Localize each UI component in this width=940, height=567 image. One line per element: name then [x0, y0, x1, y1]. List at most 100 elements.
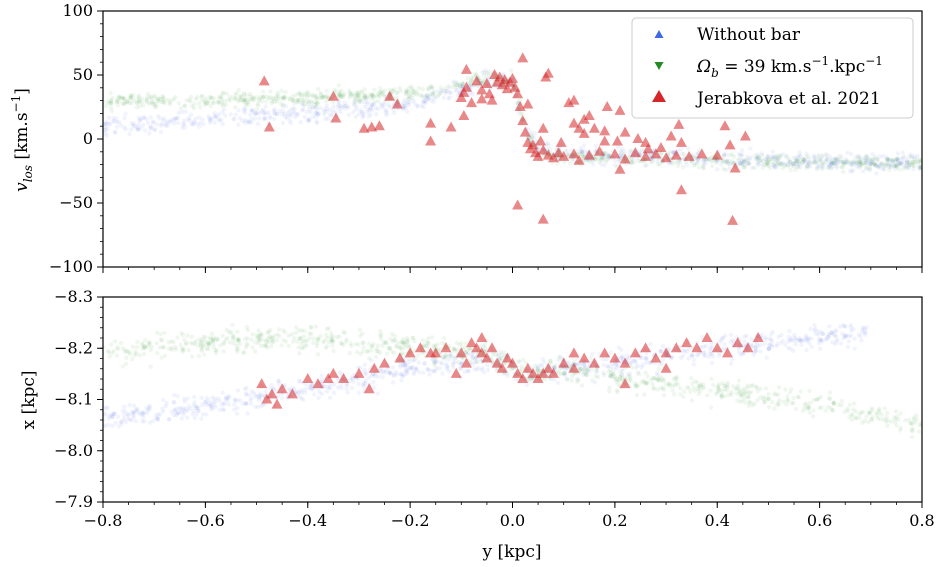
sim-point-without-bar — [380, 105, 385, 110]
sim-point-bar — [277, 334, 282, 339]
sim-point-bar — [281, 94, 286, 100]
sim-point-bar — [202, 338, 207, 344]
sim-point-without-bar — [798, 153, 803, 159]
sim-point-without-bar — [247, 120, 252, 125]
sim-point-bar — [685, 385, 690, 390]
sim-point-without-bar — [819, 337, 824, 343]
sim-point-bar — [501, 350, 506, 355]
sim-point-bar — [743, 400, 748, 405]
obs-point — [611, 135, 623, 146]
sim-point-bar — [628, 160, 634, 165]
sim-point-bar — [793, 159, 799, 164]
sim-point-without-bar — [686, 347, 692, 352]
sim-point-bar — [875, 416, 880, 421]
sim-point-bar — [876, 406, 882, 411]
sim-point-without-bar — [113, 420, 119, 425]
sim-point-bar — [801, 157, 806, 163]
sim-point-bar — [296, 99, 301, 104]
sim-point-bar — [708, 405, 714, 410]
sim-point-bar — [378, 333, 383, 338]
sim-point-without-bar — [720, 335, 726, 341]
sim-point-without-bar — [144, 117, 149, 122]
sim-point-bar — [746, 403, 752, 408]
sim-point-bar — [862, 161, 867, 166]
sim-point-without-bar — [314, 119, 319, 124]
sim-point-without-bar — [834, 156, 840, 161]
obs-point — [458, 109, 470, 120]
sim-point-without-bar — [409, 366, 414, 371]
sim-point-bar — [337, 91, 342, 96]
sim-point-bar — [860, 420, 865, 425]
obs-point — [312, 378, 324, 389]
sim-point-bar — [697, 385, 702, 390]
sim-point-bar — [117, 95, 122, 101]
sim-point-bar — [123, 361, 129, 366]
sim-point-bar — [264, 338, 270, 343]
sim-point-without-bar — [164, 120, 169, 125]
sim-point-bar — [745, 383, 751, 388]
sim-point-without-bar — [813, 159, 818, 165]
sim-point-without-bar — [447, 90, 453, 95]
sim-point-without-bar — [223, 395, 229, 400]
sim-point-bar — [444, 88, 449, 94]
sim-point-without-bar — [700, 334, 705, 340]
obs-point — [455, 347, 467, 358]
sim-point-without-bar — [213, 114, 218, 120]
sim-point-without-bar — [835, 337, 840, 343]
sim-point-without-bar — [681, 348, 686, 353]
sim-point-bar — [873, 154, 878, 159]
sim-point-without-bar — [862, 157, 867, 162]
sim-point-without-bar — [398, 372, 403, 377]
sim-point-without-bar — [432, 360, 438, 365]
sim-point-bar — [304, 94, 310, 100]
sim-point-without-bar — [104, 120, 109, 125]
sim-point-without-bar — [363, 371, 368, 376]
sim-point-bar — [745, 157, 750, 162]
sim-point-without-bar — [344, 386, 349, 391]
sim-point-bar — [879, 412, 884, 417]
obs-point — [629, 147, 641, 158]
sim-point-bar — [873, 410, 879, 416]
sim-point-bar — [399, 339, 405, 345]
sim-point-bar — [116, 346, 121, 352]
sim-point-without-bar — [409, 365, 414, 371]
sim-point-without-bar — [864, 166, 869, 171]
sim-point-bar — [809, 160, 814, 165]
sim-point-bar — [370, 92, 375, 98]
sim-point-without-bar — [845, 344, 851, 349]
sim-point-without-bar — [285, 110, 291, 115]
obs-point — [660, 152, 672, 163]
sim-point-without-bar — [235, 405, 240, 411]
sim-point-bar — [244, 93, 249, 98]
sim-point-without-bar — [616, 345, 621, 350]
sim-point-without-bar — [827, 324, 832, 329]
sim-point-without-bar — [253, 110, 258, 115]
legend-label-omega: Ωb = 39 km.s−1.kpc−1 — [696, 54, 883, 80]
sim-point-bar — [750, 383, 755, 388]
sim-point-without-bar — [753, 345, 758, 350]
sim-point-without-bar — [186, 404, 192, 409]
obs-point — [568, 117, 580, 128]
sim-point-bar — [910, 163, 916, 168]
sim-point-without-bar — [103, 411, 106, 416]
sim-point-bar — [202, 100, 207, 105]
sim-point-bar — [220, 101, 225, 107]
sim-point-bar — [176, 100, 181, 106]
sim-point-without-bar — [695, 160, 700, 165]
sim-point-without-bar — [191, 403, 196, 408]
sim-point-bar — [742, 158, 747, 163]
sim-point-bar — [870, 414, 875, 420]
sim-point-bar — [134, 105, 139, 110]
sim-point-without-bar — [404, 368, 409, 374]
obs-point — [629, 347, 641, 358]
sim-point-without-bar — [240, 118, 245, 123]
sim-point-without-bar — [818, 338, 823, 343]
sim-point-without-bar — [844, 333, 849, 338]
sim-point-without-bar — [301, 107, 306, 112]
sim-point-without-bar — [114, 119, 120, 125]
sim-point-bar — [795, 394, 801, 400]
sim-point-bar — [758, 386, 763, 391]
sim-point-bar — [300, 339, 306, 344]
sim-point-bar — [295, 97, 300, 103]
sim-point-bar — [313, 104, 319, 110]
